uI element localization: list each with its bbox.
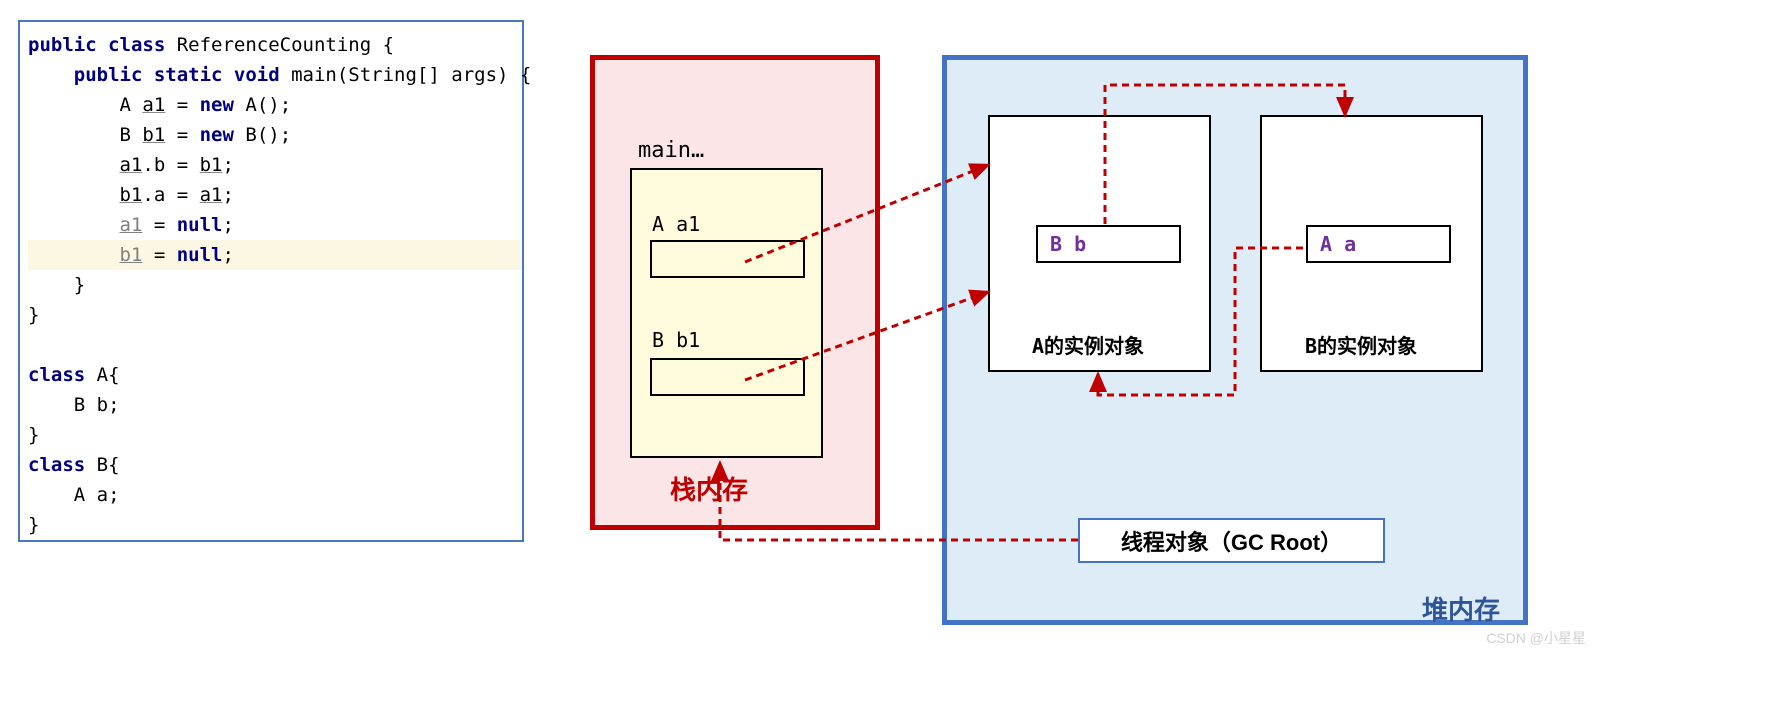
code-line: }	[28, 510, 522, 540]
code-line: class B{	[28, 450, 522, 480]
stack-var-box	[650, 240, 805, 278]
watermark: CSDN @小星星	[1486, 628, 1586, 648]
code-line: a1 = null;	[28, 210, 522, 240]
code-line: a1.b = b1;	[28, 150, 522, 180]
heap-object-label: A的实例对象	[1032, 330, 1144, 359]
stack-var-box	[650, 358, 805, 396]
stack-var-label: B b1	[652, 328, 700, 352]
code-line: b1 = null;	[28, 240, 522, 270]
heap-field-label: A a	[1320, 232, 1356, 256]
heap-field-label: B b	[1050, 232, 1086, 256]
stack-frame-title: main…	[638, 138, 704, 163]
code-line: A a1 = new A();	[28, 90, 522, 120]
code-line	[28, 330, 522, 360]
heap-object-label: B的实例对象	[1305, 330, 1417, 359]
code-line: B b1 = new B();	[28, 120, 522, 150]
code-line: b1.a = a1;	[28, 180, 522, 210]
gc-root-box: 线程对象（GC Root）	[1078, 518, 1385, 563]
code-panel: public class ReferenceCounting { public …	[18, 20, 524, 542]
code-lines: public class ReferenceCounting { public …	[28, 30, 522, 540]
heap-label: 堆内存	[1422, 590, 1500, 627]
code-line: public static void main(String[] args) {	[28, 60, 522, 90]
code-line: }	[28, 300, 522, 330]
code-line: }	[28, 420, 522, 450]
code-line: class A{	[28, 360, 522, 390]
code-line: public class ReferenceCounting {	[28, 30, 522, 60]
code-line: }	[28, 270, 522, 300]
code-line: B b;	[28, 390, 522, 420]
stack-var-label: A a1	[652, 212, 700, 236]
stack-label: 栈内存	[670, 470, 748, 507]
code-line: A a;	[28, 480, 522, 510]
